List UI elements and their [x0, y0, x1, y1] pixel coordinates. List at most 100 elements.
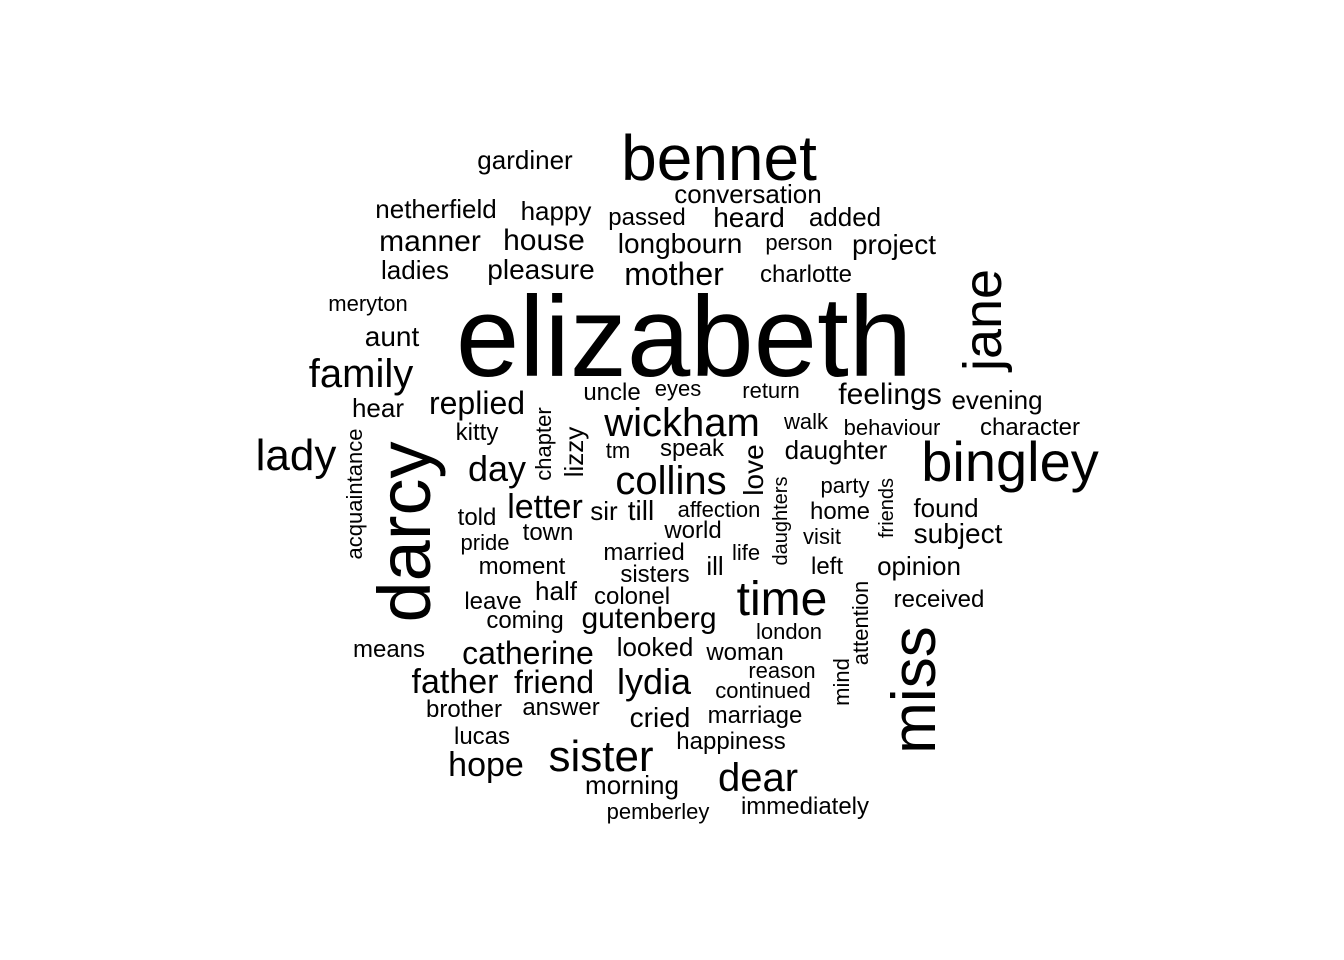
word-passed: passed	[608, 204, 686, 231]
word-behaviour: behaviour	[843, 415, 941, 440]
word-acquaintance: acquaintance	[342, 428, 367, 560]
word-half: half	[535, 576, 577, 606]
word-answer: answer	[522, 694, 600, 721]
word-brother: brother	[425, 696, 503, 723]
word-colonel: colonel	[593, 583, 671, 610]
word-uncle: uncle	[583, 379, 641, 406]
word-father: father	[411, 663, 499, 701]
word-moment: moment	[478, 553, 566, 580]
word-happy: happy	[520, 196, 592, 226]
word-feelings: feelings	[838, 378, 942, 411]
word-heard: heard	[713, 202, 785, 233]
word-leave: leave	[464, 588, 522, 615]
word-found: found	[913, 493, 979, 523]
word-aunt: aunt	[364, 321, 420, 352]
word-woman: woman	[706, 639, 784, 666]
word-meryton: meryton	[328, 291, 408, 316]
word-person: person	[765, 230, 833, 255]
word-love: love	[738, 444, 769, 496]
word-cried: cried	[629, 702, 691, 733]
word-evening: evening	[951, 385, 1043, 415]
word-dear: dear	[717, 756, 799, 800]
word-lydia: lydia	[616, 661, 692, 702]
word-speak: speak	[659, 435, 725, 462]
word-chapter: chapter	[531, 407, 556, 481]
word-means: means	[352, 636, 426, 663]
word-return: return	[742, 378, 800, 403]
word-longbourn: longbourn	[617, 228, 743, 259]
word-continued: continued	[715, 678, 811, 703]
word-hope: hope	[448, 746, 524, 784]
word-party: party	[820, 473, 870, 498]
word-sister: sister	[548, 732, 654, 781]
word-darcy: darcy	[363, 441, 446, 623]
word-mother: mother	[624, 256, 724, 292]
word-mind: mind	[829, 658, 854, 706]
word-project: project	[851, 229, 937, 260]
word-ill: ill	[706, 551, 724, 581]
word-jane: jane	[953, 268, 1013, 372]
word-collins: collins	[615, 459, 727, 503]
word-daughter: daughter	[784, 435, 888, 465]
word-told: told	[457, 504, 497, 531]
word-marriage: marriage	[707, 702, 803, 729]
word-coming: coming	[486, 607, 564, 634]
word-home: home	[809, 498, 871, 525]
word-bennet: bennet	[621, 122, 817, 194]
word-immediately: immediately	[740, 793, 870, 820]
word-london: london	[755, 619, 823, 644]
word-lady: lady	[255, 431, 337, 480]
word-catherine: catherine	[462, 635, 594, 671]
word-gutenberg: gutenberg	[581, 602, 717, 635]
word-conversation: conversation	[674, 179, 822, 209]
word-pemberley: pemberley	[606, 799, 710, 824]
word-left: left	[810, 553, 844, 580]
word-town: town	[522, 519, 574, 546]
word-reason: reason	[748, 658, 816, 683]
word-hear: hear	[351, 393, 405, 423]
word-subject: subject	[913, 518, 1003, 549]
word-day: day	[467, 448, 527, 489]
word-letter: letter	[507, 488, 583, 526]
word-replied: replied	[428, 385, 526, 421]
word-world: world	[664, 517, 722, 544]
word-lucas: lucas	[453, 723, 511, 750]
word-walk: walk	[783, 409, 829, 434]
word-received: received	[893, 586, 985, 613]
word-netherfield: netherfield	[375, 194, 497, 224]
word-attention: attention	[848, 580, 873, 666]
word-charlotte: charlotte	[759, 261, 853, 288]
word-kitty: kitty	[455, 419, 499, 446]
word-opinion: opinion	[877, 551, 961, 581]
word-visit: visit	[803, 524, 841, 549]
word-gardiner: gardiner	[477, 145, 573, 175]
word-happiness: happiness	[676, 728, 786, 755]
word-life: life	[731, 540, 761, 565]
word-manner: manner	[379, 225, 481, 258]
word-house: house	[503, 224, 585, 257]
word-lizzy: lizzy	[559, 426, 589, 478]
word-daughters: daughters	[770, 476, 792, 566]
word-miss: miss	[880, 626, 949, 754]
word-time: time	[736, 573, 828, 626]
word-bingley: bingley	[921, 430, 1099, 493]
word-looked: looked	[616, 632, 694, 662]
word-friends: friends	[876, 477, 898, 539]
word-added: added	[808, 202, 882, 232]
word-wickham: wickham	[604, 401, 760, 445]
word-pride: pride	[460, 530, 510, 555]
word-family: family	[308, 352, 414, 396]
word-married: married	[603, 539, 685, 566]
word-affection: affection	[677, 497, 761, 522]
word-sir: sir	[590, 496, 618, 526]
word-sisters: sisters	[620, 561, 690, 588]
word-ladies: ladies	[381, 255, 449, 285]
word-character: character	[979, 414, 1081, 441]
word-friend: friend	[513, 664, 595, 700]
word-pleasure: pleasure	[487, 254, 595, 285]
word-eyes: eyes	[654, 376, 702, 401]
word-elizabeth: elizabeth	[455, 274, 913, 401]
word-morning: morning	[585, 770, 679, 800]
word-tm: tm	[605, 438, 631, 463]
